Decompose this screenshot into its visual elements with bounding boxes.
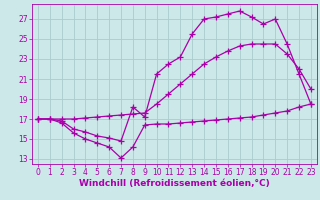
X-axis label: Windchill (Refroidissement éolien,°C): Windchill (Refroidissement éolien,°C) [79, 179, 270, 188]
